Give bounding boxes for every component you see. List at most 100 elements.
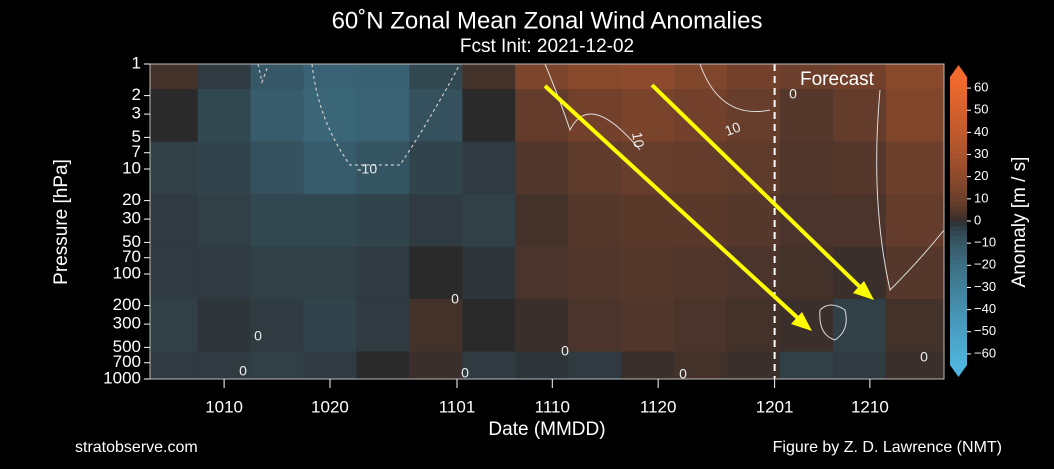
heatmap-cell	[197, 89, 252, 143]
colorbar-tick-label: −10	[974, 235, 996, 250]
y-axis-label: Pressure [hPa]	[51, 159, 72, 285]
colorbar-segment	[950, 350, 967, 356]
heatmap-cell	[885, 64, 945, 90]
colorbar-segment	[950, 302, 967, 308]
colorbar-segment	[950, 235, 967, 241]
heatmap-cell	[726, 299, 781, 353]
heatmap-cell	[462, 194, 516, 248]
colorbar-segment	[950, 96, 967, 102]
contour-line	[257, 63, 461, 166]
colorbar-segment	[950, 105, 967, 112]
colorbar-segment	[950, 139, 967, 145]
heatmap-cell	[250, 246, 305, 300]
heatmap-cell	[832, 141, 887, 195]
heatmap-cell	[303, 299, 357, 353]
x-tick-label: 1010	[205, 397, 243, 416]
colorbar-segment	[950, 211, 967, 217]
heatmap-cell	[150, 89, 199, 143]
heatmap-cell	[568, 64, 622, 90]
heatmap-cell	[726, 89, 781, 143]
heatmap-cell	[726, 351, 781, 380]
heatmap-cell	[832, 64, 887, 90]
colorbar-segment	[950, 173, 967, 179]
heatmap-cell	[303, 89, 357, 143]
heatmap-cell	[674, 351, 728, 380]
contour-label: 10	[629, 131, 647, 149]
heatmap-cell	[462, 89, 516, 143]
arrow	[543, 84, 802, 322]
heatmap-cell	[515, 299, 569, 353]
colorbar-segment	[950, 110, 967, 116]
heatmap-cell	[356, 351, 410, 380]
arrow-head	[791, 312, 812, 331]
heatmap-cell	[250, 299, 305, 353]
contour-label: 0	[789, 86, 797, 102]
heatmap-cell	[197, 246, 252, 300]
heatmap-cell	[250, 141, 305, 195]
heatmap-cell	[356, 299, 410, 353]
colorbar-tick-label: −60	[974, 345, 996, 360]
heatmap-cell	[515, 246, 569, 300]
colorbar-segment	[950, 288, 967, 294]
y-tick-label: 100	[113, 263, 141, 282]
heatmap-cell	[621, 351, 675, 380]
colorbar-segment	[950, 321, 967, 328]
colorbar-segment	[950, 91, 967, 97]
colorbar-segment	[950, 206, 967, 212]
colorbar-segment	[950, 168, 967, 174]
y-tick-label: 300	[113, 314, 141, 333]
colorbar-segment	[950, 245, 967, 251]
colorbar-tick-label: 30	[974, 146, 988, 161]
arrow-head	[853, 281, 874, 300]
heatmap-cell	[462, 299, 516, 353]
contour-label: 10	[723, 119, 743, 139]
x-tick-label: 1110	[535, 397, 570, 416]
heatmap-cell	[409, 351, 463, 380]
heatmap-cell	[779, 194, 834, 248]
heatmap-cell	[356, 141, 410, 195]
heatmap-cell	[832, 351, 887, 380]
contour-labels: -10 10 10 0 0 0 0 0 0 0 0	[239, 86, 928, 382]
colorbar-segment	[950, 254, 967, 260]
contour-label: 0	[451, 291, 459, 307]
colorbar-tick-label: 40	[974, 124, 988, 139]
colorbar-segment	[950, 312, 967, 318]
colorbar-segment	[950, 221, 967, 227]
y-tick-label: 7	[132, 142, 141, 161]
heatmap-cell	[150, 246, 199, 300]
colorbar-segment	[950, 115, 967, 121]
colorbar-extend	[950, 365, 967, 377]
heatmap-cell	[409, 141, 463, 195]
x-tick-label: 1020	[311, 397, 349, 416]
heatmap-cell	[515, 351, 569, 380]
arrows	[543, 83, 874, 331]
heatmap-cell	[356, 246, 410, 300]
heatmap-cell	[674, 64, 728, 90]
colorbar-segment	[950, 86, 967, 92]
heatmap-cell	[197, 299, 252, 353]
colorbar-tick-label: 10	[974, 190, 988, 205]
heatmap-cell	[568, 194, 622, 248]
colorbar-tick-label: −50	[974, 323, 996, 338]
heatmap-cell	[726, 64, 781, 90]
heatmap-cell	[197, 64, 252, 90]
heatmap-cell	[515, 89, 569, 143]
colorbar-label: Anomaly [m / s]	[1009, 157, 1030, 288]
heatmap-cell	[303, 194, 357, 248]
colorbar-segment	[950, 201, 967, 208]
heatmap-cell	[150, 351, 199, 380]
contour-label: 0	[920, 349, 928, 365]
credit: Figure by Z. D. Lawrence (NMT)	[773, 439, 1002, 456]
colorbar-extend	[950, 65, 967, 77]
colorbar-segment	[950, 197, 967, 203]
heatmap-cell	[621, 64, 675, 90]
heatmap-cell	[409, 194, 463, 248]
heatmap-cell	[462, 64, 516, 90]
colorbar-segment	[950, 144, 967, 150]
y-tick-label: 20	[122, 190, 141, 209]
contour-label: 0	[679, 366, 687, 382]
colorbar-segment	[950, 293, 967, 299]
colorbar-tick-label: −30	[974, 279, 996, 294]
colorbar-segment	[950, 249, 967, 256]
heatmap-cell	[409, 246, 463, 300]
